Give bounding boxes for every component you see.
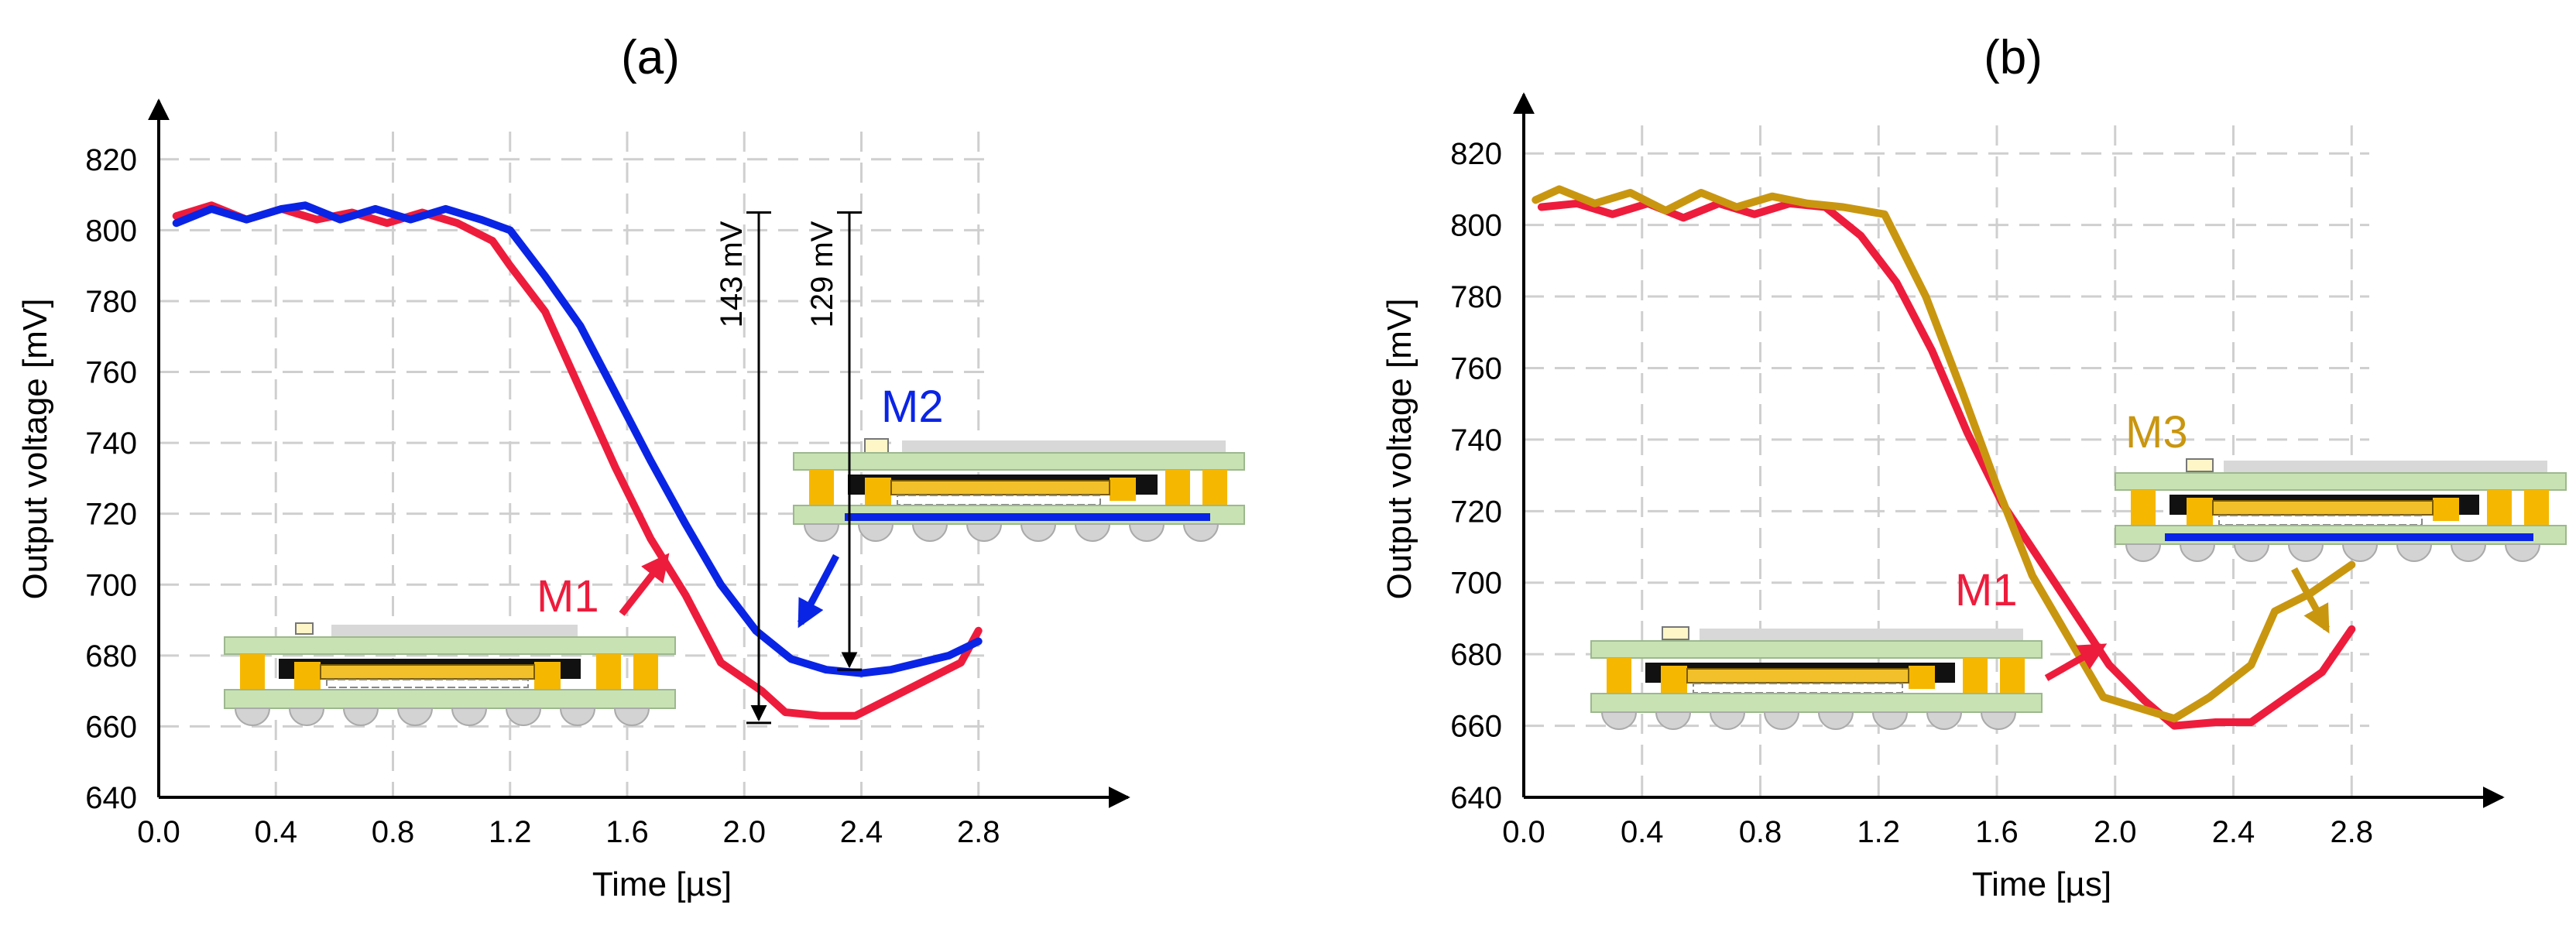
chart-title-b: (b)	[1984, 31, 2043, 84]
y-tick-label: 820	[85, 143, 137, 177]
x-tick-label: 0.0	[137, 815, 180, 849]
series-group-a	[172, 201, 983, 720]
series-label-m1-a: M1	[537, 571, 599, 622]
grid-a	[159, 132, 995, 797]
y-tick-label: 680	[85, 639, 137, 673]
series-label-m2-a: M2	[881, 382, 944, 432]
axes-a	[148, 98, 1130, 808]
x-tick-label: 2.8	[2330, 815, 2373, 849]
y-tick-label: 660	[85, 710, 137, 744]
x-axis-label-a: Time [µs]	[592, 865, 732, 903]
x-axis-label-b: Time [µs]	[1972, 865, 2111, 903]
series-group-b	[1532, 185, 2356, 730]
y-tick-label: 740	[85, 427, 137, 461]
x-tick-label: 2.0	[722, 815, 766, 849]
y-tick-labels-b: 640 660 680 700 720 740 760 780 800 820	[1450, 137, 1502, 815]
series-label-m1-b: M1	[1955, 565, 2018, 615]
x-tick-label: 2.0	[2094, 815, 2137, 849]
chart-title-a: (a)	[621, 31, 680, 84]
series-label-m3-b: M3	[2125, 407, 2188, 457]
package-diagram-m1-a	[224, 622, 676, 726]
y-tick-label: 660	[1450, 710, 1502, 744]
series-line-m2	[172, 201, 983, 677]
x-tick-label: 2.4	[2212, 815, 2255, 849]
annotations-a: 143 mV 129 mV	[715, 211, 862, 725]
series-pointer-m2-a	[797, 553, 839, 629]
y-tick-label: 640	[85, 781, 137, 815]
series-pointer-m1-a	[619, 553, 670, 616]
x-tick-label: 0.4	[1621, 815, 1664, 849]
series-line-m1	[1537, 199, 2356, 730]
y-tick-labels-a: 640 660 680 700 720 740 760 780 800 820	[85, 143, 137, 815]
x-tick-label: 0.8	[1739, 815, 1782, 849]
y-tick-label: 760	[85, 356, 137, 390]
x-tick-labels-b: 0.0 0.4 0.8 1.2 1.6 2.0 2.4 2.8	[1502, 815, 2373, 849]
x-tick-labels-a: 0.0 0.4 0.8 1.2 1.6 2.0 2.4 2.8	[137, 815, 1000, 849]
y-tick-label: 800	[1450, 209, 1502, 243]
series-line-m1	[172, 201, 983, 720]
x-tick-label: 1.6	[1975, 815, 2019, 849]
y-tick-label: 680	[1450, 638, 1502, 672]
y-axis-label-a: Output voltage [mV]	[16, 299, 54, 600]
y-tick-label: 700	[1450, 567, 1502, 601]
x-tick-label: 1.6	[605, 815, 649, 849]
package-diagram-m2-a	[793, 438, 1245, 542]
x-tick-label: 2.4	[840, 815, 883, 849]
y-tick-label: 740	[1450, 423, 1502, 457]
axes-b	[1513, 92, 2505, 808]
chart-panel-b: (b) 0.0 0.4 0.8 1.2 1.6 2.0 2.4 2.8 640 660 680 70…	[1381, 31, 2567, 903]
package-diagram-m3-b	[2115, 458, 2567, 562]
x-tick-label: 1.2	[489, 815, 532, 849]
y-tick-label: 760	[1450, 351, 1502, 385]
y-tick-label: 780	[1450, 280, 1502, 314]
series-pointer-m3-b	[2291, 567, 2330, 634]
annotation-label: 129 mV	[805, 221, 839, 327]
y-tick-label: 720	[85, 498, 137, 532]
x-tick-label: 0.0	[1502, 815, 1545, 849]
x-tick-label: 1.2	[1857, 815, 1900, 849]
chart-panel-a: (a) 0.0 0.4 0.8 1.2 1.6 2.0 2.4 2.8 640 660 680 70…	[16, 31, 1245, 903]
y-tick-label: 800	[85, 214, 137, 248]
y-axis-label-b: Output voltage [mV]	[1381, 299, 1418, 600]
series-line-m3	[1532, 185, 2356, 723]
x-tick-label: 0.8	[372, 815, 415, 849]
package-diagram-m1-b	[1590, 626, 2043, 730]
y-tick-label: 640	[1450, 781, 1502, 815]
y-tick-label: 720	[1450, 495, 1502, 529]
x-tick-label: 0.4	[254, 815, 297, 849]
series-pointer-m1-b	[2044, 643, 2108, 681]
x-tick-label: 2.8	[957, 815, 1000, 849]
y-tick-label: 820	[1450, 137, 1502, 171]
annotation-label: 143 mV	[715, 221, 749, 327]
y-tick-label: 700	[85, 568, 137, 602]
y-tick-label: 780	[85, 285, 137, 319]
